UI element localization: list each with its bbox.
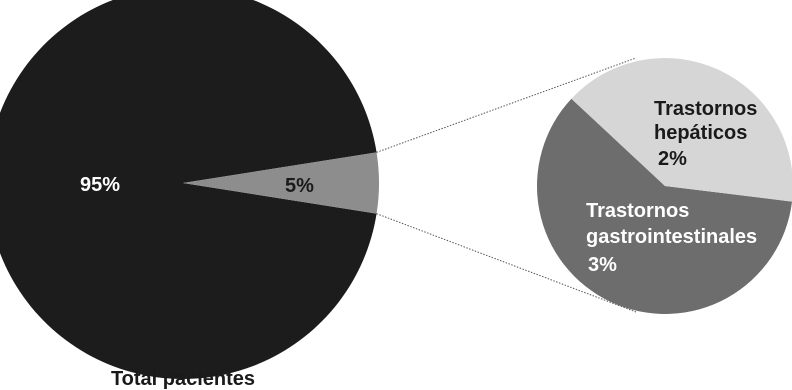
main-pie-caption: Total pacientes	[111, 368, 255, 390]
label-gastro-name-line2: gastrointestinales	[586, 226, 757, 248]
slice-gastrointestinal	[537, 98, 792, 314]
connector-lines	[376, 57, 637, 313]
label-hepatic-name-line1: Trastornos	[654, 98, 757, 120]
connector-line-bottom	[376, 213, 637, 313]
label-total-5: 5%	[285, 175, 314, 197]
slice-labels: 95% 5%Trastornoshepáticos2%Trastornosgast…	[80, 98, 757, 276]
label-hepatic-name-line2: hepáticos	[654, 122, 747, 144]
slice-hepatic	[571, 58, 792, 202]
label-gastro-percent: 3%	[588, 254, 617, 276]
connector-line-top	[376, 57, 637, 153]
slice-total-5	[183, 152, 380, 214]
detail-pie	[537, 58, 792, 314]
label-hepatic-percent: 2%	[658, 148, 687, 170]
label-gastro-name-line1: Trastornos	[586, 200, 689, 222]
slice-total-95	[0, 0, 377, 379]
label-total-95: 95%	[80, 174, 120, 196]
main-pie	[0, 0, 380, 379]
